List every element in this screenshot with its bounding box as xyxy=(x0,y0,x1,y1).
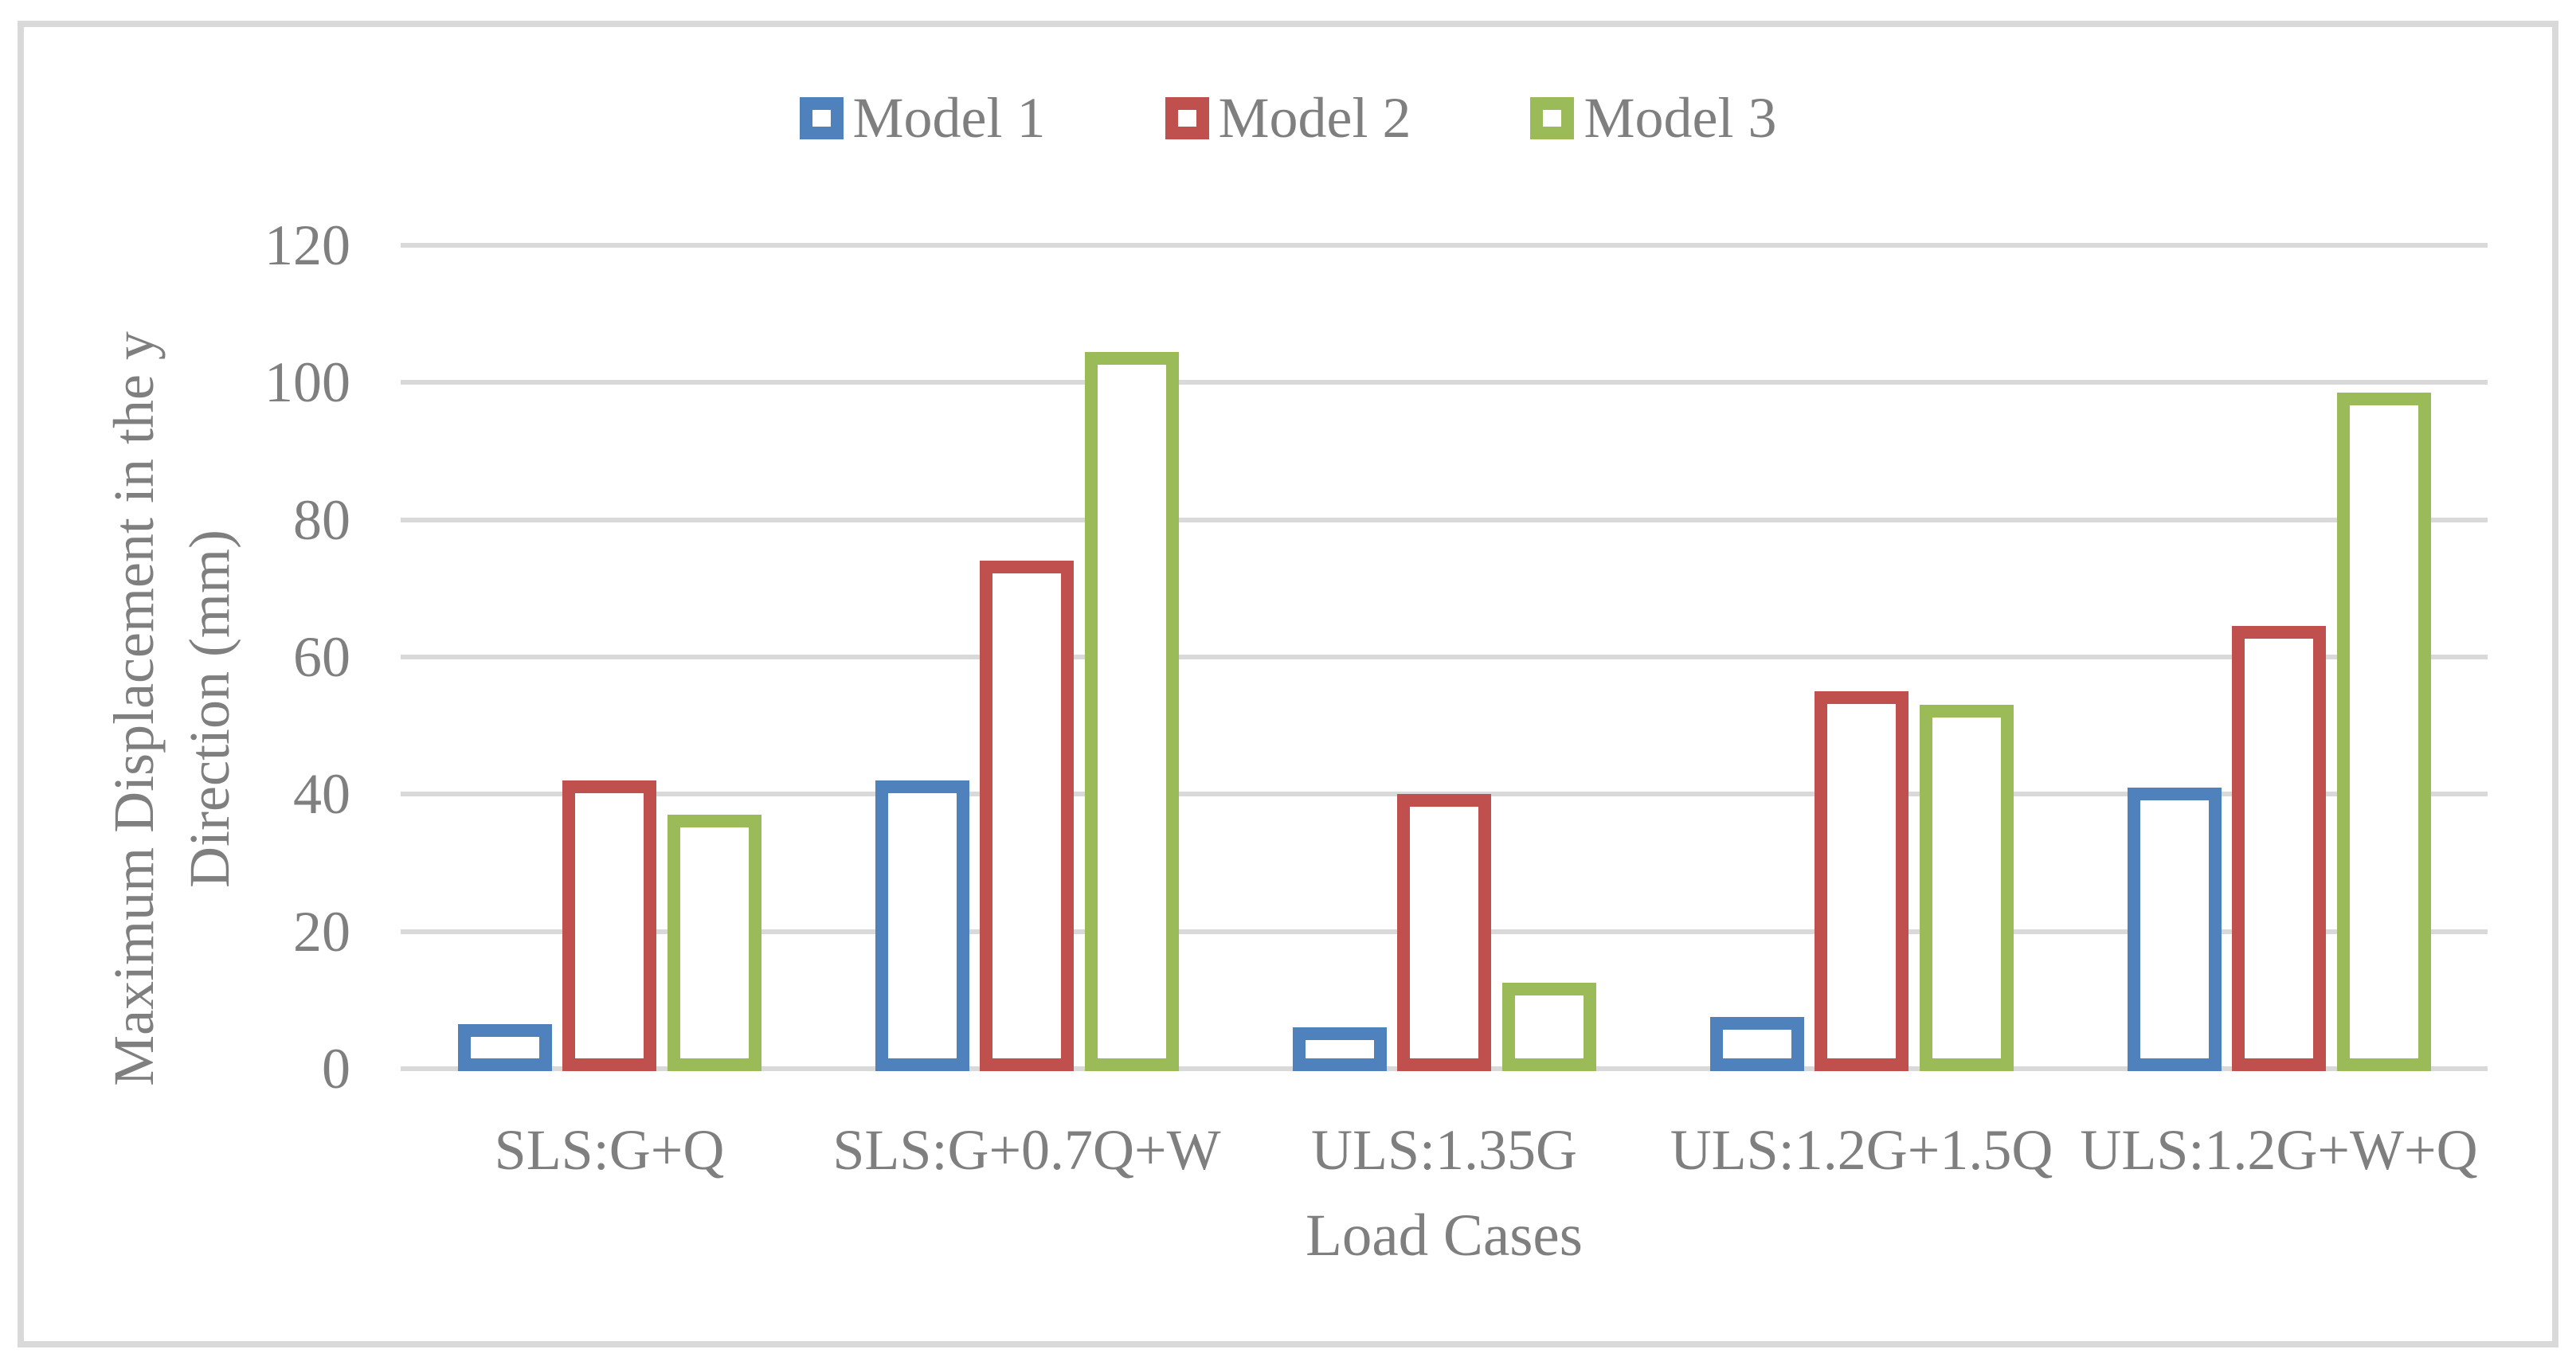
bar-model-2-cat5 xyxy=(2232,626,2326,1071)
legend-label: Model 3 xyxy=(1584,86,1777,150)
bar-model-1-cat2 xyxy=(875,780,969,1071)
legend: Model 1 Model 2 Model 3 xyxy=(0,80,2576,156)
gridline-y-120 xyxy=(401,243,2488,248)
x-category-label-3: ULS:1.35G xyxy=(1310,1118,1578,1182)
legend-item-model-3: Model 3 xyxy=(1530,82,1776,154)
bar-model-1-cat4 xyxy=(1709,1017,1804,1071)
y-tick-label-40: 40 xyxy=(293,762,350,827)
x-axis-title: Load Cases xyxy=(1306,1203,1583,1269)
legend-swatch-icon xyxy=(1165,96,1209,139)
bar-model-1-cat1 xyxy=(457,1023,552,1071)
bar-model-3-cat3 xyxy=(1501,983,1596,1071)
gridline-y-80 xyxy=(401,517,2488,522)
legend-label: Model 2 xyxy=(1218,86,1411,150)
x-category-label-2: SLS:G+0.7Q+W xyxy=(832,1118,1221,1182)
y-tick-label-20: 20 xyxy=(293,899,350,964)
x-category-label-5: ULS:1.2G+W+Q xyxy=(2080,1118,2478,1182)
gridline-y-100 xyxy=(401,380,2488,385)
x-category-label-1: SLS:G+Q xyxy=(494,1118,725,1182)
y-tick-label-0: 0 xyxy=(322,1037,350,1101)
legend-item-model-2: Model 2 xyxy=(1165,82,1411,154)
plot-area xyxy=(401,243,2488,1071)
y-tick-label-80: 80 xyxy=(293,487,350,552)
bar-model-3-cat2 xyxy=(1084,351,1179,1071)
x-category-label-4: ULS:1.2G+1.5Q xyxy=(1670,1118,2053,1182)
legend-item-model-1: Model 1 xyxy=(799,82,1046,154)
bar-model-3-cat1 xyxy=(667,815,761,1071)
bar-model-2-cat4 xyxy=(1815,691,1909,1071)
bar-model-1-cat3 xyxy=(1292,1027,1387,1071)
legend-swatch-icon xyxy=(799,96,844,139)
bar-model-3-cat4 xyxy=(1919,705,2014,1071)
y-tick-label-60: 60 xyxy=(293,625,350,689)
y-tick-label-100: 100 xyxy=(264,350,350,415)
bar-model-3-cat5 xyxy=(2336,393,2431,1071)
legend-label: Model 1 xyxy=(852,86,1046,150)
bar-model-2-cat2 xyxy=(980,561,1074,1071)
legend-swatch-icon xyxy=(1530,96,1575,139)
gridline-y-60 xyxy=(401,655,2488,659)
bar-model-2-cat3 xyxy=(1397,794,1491,1071)
chart-outer-border xyxy=(18,21,2558,1347)
bar-model-2-cat1 xyxy=(562,780,656,1071)
y-tick-label-120: 120 xyxy=(264,213,350,277)
bar-model-1-cat5 xyxy=(2127,787,2222,1071)
